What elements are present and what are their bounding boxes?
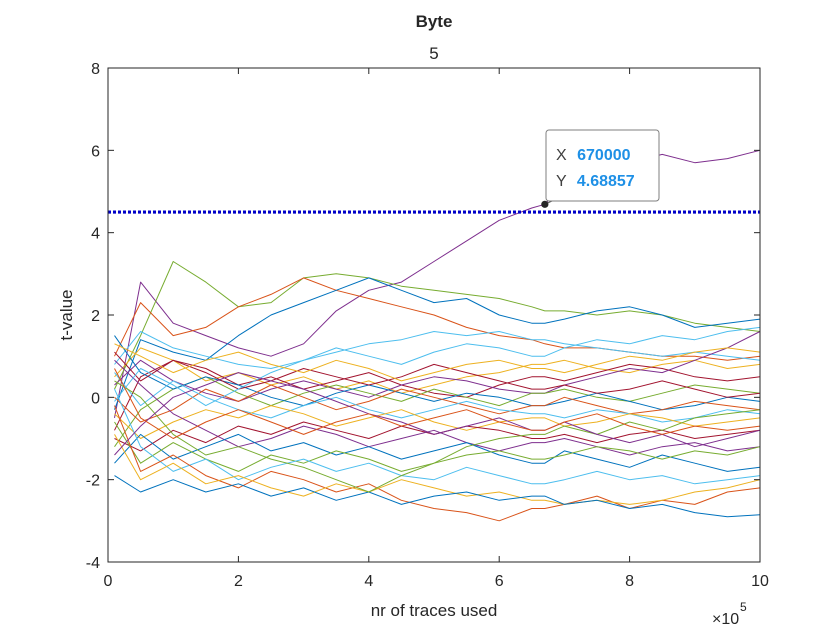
datatip-y-row: Y 4.68857: [556, 173, 635, 190]
series-line-20: [114, 434, 761, 505]
y-tick-label: 0: [91, 390, 100, 407]
plot-area: 0 2 4 6 8 10 -4 -2 0 2 4 6 8: [86, 61, 769, 590]
y-tick-label: -2: [86, 473, 100, 490]
series-line-7: [114, 359, 761, 431]
y-axis-ticks: -4 -2 0 2 4 6 8: [86, 61, 760, 572]
series-line-21: [114, 475, 761, 518]
y-tick-label: 2: [91, 308, 100, 325]
y-tick-label: -4: [86, 555, 100, 572]
x-exponent: ×10 5: [712, 600, 747, 628]
series-line-24: [114, 326, 761, 407]
y-tick-label: 6: [91, 143, 100, 160]
series-line-5: [114, 331, 761, 369]
datatip-marker[interactable]: [541, 200, 549, 208]
series-line-13: [114, 405, 761, 439]
series-line-15: [114, 359, 761, 456]
series-line-25: [114, 372, 761, 456]
chart-title: Byte: [416, 12, 453, 31]
chart-subtitle: 5: [429, 44, 438, 63]
datatip-x-row: X 670000: [556, 147, 631, 164]
series-line-12: [114, 372, 761, 423]
x-tick-label: 4: [364, 573, 373, 590]
datatip-y-label: Y: [556, 173, 567, 190]
x-tick-label: 8: [625, 573, 634, 590]
x-tick-label: 2: [234, 573, 243, 590]
series-line-17: [114, 421, 761, 472]
y-tick-label: 8: [91, 61, 100, 78]
series-line-19: [114, 405, 761, 522]
series-line-4: [114, 277, 761, 410]
series-line-2: [114, 261, 761, 390]
datatip-y-value: 4.68857: [577, 173, 635, 190]
series-line-18: [114, 388, 761, 485]
x-tick-label: 0: [104, 573, 113, 590]
datatip[interactable]: X 670000 Y 4.68857: [541, 129, 660, 208]
y-axis-label: t-value: [57, 289, 76, 340]
datatip-box: [545, 129, 660, 202]
x-exponent-base: ×10: [712, 611, 739, 628]
datatip-x-value: 670000: [577, 147, 630, 164]
series-layer: [114, 149, 761, 522]
x-tick-label: 6: [495, 573, 504, 590]
datatip-x-label: X: [556, 147, 567, 164]
series-line-26: [114, 343, 761, 382]
x-axis-label: nr of traces used: [371, 601, 498, 620]
series-line-27: [114, 368, 761, 439]
x-tick-label: 10: [751, 573, 769, 590]
series-line-16: [114, 433, 761, 472]
series-line-9: [114, 376, 761, 447]
x-exponent-power: 5: [740, 600, 747, 614]
series-line-11: [114, 384, 761, 423]
y-tick-label: 4: [91, 226, 100, 243]
x-axis-ticks: 0 2 4 6 8 10: [104, 68, 769, 590]
series-line-22: [114, 380, 761, 493]
